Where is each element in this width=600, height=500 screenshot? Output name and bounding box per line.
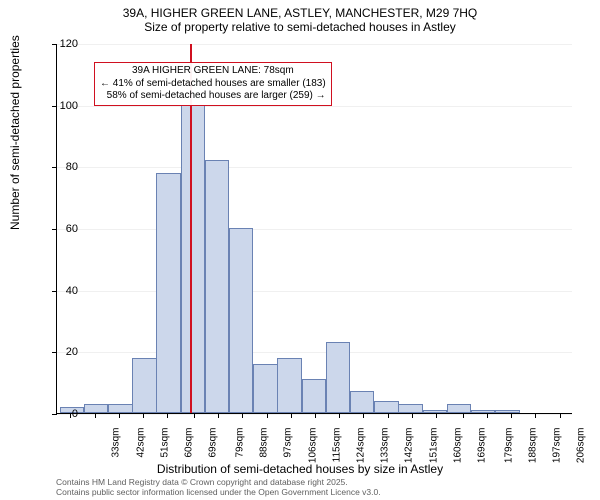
xtick-mark — [535, 413, 536, 418]
ytick-label: 80 — [50, 161, 78, 173]
xtick-mark — [463, 413, 464, 418]
title-line-2: Size of property relative to semi-detach… — [0, 20, 600, 34]
histogram-bar — [398, 404, 422, 413]
y-axis-label: Number of semi-detached properties — [8, 35, 22, 230]
xtick-label: 179sqm — [503, 428, 514, 472]
xtick-mark — [143, 413, 144, 418]
xtick-label: 79sqm — [235, 428, 246, 472]
xtick-label: 151sqm — [428, 428, 439, 472]
gridline — [57, 106, 572, 107]
xtick-label: 188sqm — [528, 428, 539, 472]
xtick-label: 197sqm — [552, 428, 563, 472]
xtick-label: 88sqm — [259, 428, 270, 472]
histogram-bar — [229, 228, 253, 413]
xtick-mark — [511, 413, 512, 418]
gridline — [57, 44, 572, 45]
annotation-line-2: ← 41% of semi-detached houses are smalle… — [100, 78, 326, 91]
xtick-mark — [218, 413, 219, 418]
histogram-bar — [495, 410, 519, 413]
histogram-bar — [132, 358, 156, 414]
xtick-mark — [363, 413, 364, 418]
histogram-bar — [350, 391, 374, 413]
histogram-bar — [302, 379, 326, 413]
xtick-mark — [291, 413, 292, 418]
xtick-mark — [95, 413, 96, 418]
annotation-line-3: 58% of semi-detached houses are larger (… — [100, 90, 326, 103]
xtick-label: 142sqm — [404, 428, 415, 472]
histogram-bar — [326, 342, 350, 413]
histogram-bar — [447, 404, 471, 413]
gridline — [57, 167, 572, 168]
histogram-bar — [108, 404, 132, 413]
gridline — [57, 291, 572, 292]
histogram-bar — [84, 404, 108, 413]
histogram-bar — [156, 173, 180, 414]
ytick-label: 20 — [50, 346, 78, 358]
xtick-label: 169sqm — [476, 428, 487, 472]
annotation-box: 39A HIGHER GREEN LANE: 78sqm← 41% of sem… — [94, 62, 332, 106]
histogram-bar — [471, 410, 495, 413]
xtick-mark — [412, 413, 413, 418]
xtick-label: 42sqm — [135, 428, 146, 472]
xtick-mark — [119, 413, 120, 418]
ytick-label: 0 — [50, 408, 78, 420]
xtick-mark — [436, 413, 437, 418]
xtick-mark — [339, 413, 340, 418]
histogram-bar — [253, 364, 277, 413]
xtick-label: 106sqm — [307, 428, 318, 472]
gridline — [57, 352, 572, 353]
histogram-bar — [423, 410, 447, 413]
xtick-mark — [487, 413, 488, 418]
ytick-label: 60 — [50, 223, 78, 235]
xtick-label: 60sqm — [184, 428, 195, 472]
xtick-label: 115sqm — [331, 428, 342, 472]
histogram-bar — [181, 105, 205, 413]
footer-attribution: Contains HM Land Registry data © Crown c… — [56, 478, 381, 498]
xtick-mark — [242, 413, 243, 418]
xtick-label: 97sqm — [283, 428, 294, 472]
xtick-label: 124sqm — [356, 428, 367, 472]
xtick-mark — [267, 413, 268, 418]
xtick-label: 51sqm — [159, 428, 170, 472]
ytick-label: 120 — [50, 38, 78, 50]
xtick-mark — [194, 413, 195, 418]
xtick-mark — [560, 413, 561, 418]
ytick-label: 100 — [50, 100, 78, 112]
title-line-1: 39A, HIGHER GREEN LANE, ASTLEY, MANCHEST… — [0, 6, 600, 20]
xtick-label: 133sqm — [380, 428, 391, 472]
chart-title: 39A, HIGHER GREEN LANE, ASTLEY, MANCHEST… — [0, 6, 600, 34]
xtick-mark — [167, 413, 168, 418]
xtick-label: 69sqm — [208, 428, 219, 472]
xtick-label: 160sqm — [452, 428, 463, 472]
xtick-mark — [315, 413, 316, 418]
gridline — [57, 229, 572, 230]
ytick-label: 40 — [50, 285, 78, 297]
xtick-label: 206sqm — [576, 428, 587, 472]
xtick-label: 33sqm — [111, 428, 122, 472]
histogram-bar — [374, 401, 398, 413]
xtick-mark — [388, 413, 389, 418]
footer-line-2: Contains public sector information licen… — [56, 488, 381, 498]
histogram-bar — [205, 160, 229, 413]
histogram-bar — [277, 358, 301, 414]
annotation-line-1: 39A HIGHER GREEN LANE: 78sqm — [100, 65, 326, 78]
